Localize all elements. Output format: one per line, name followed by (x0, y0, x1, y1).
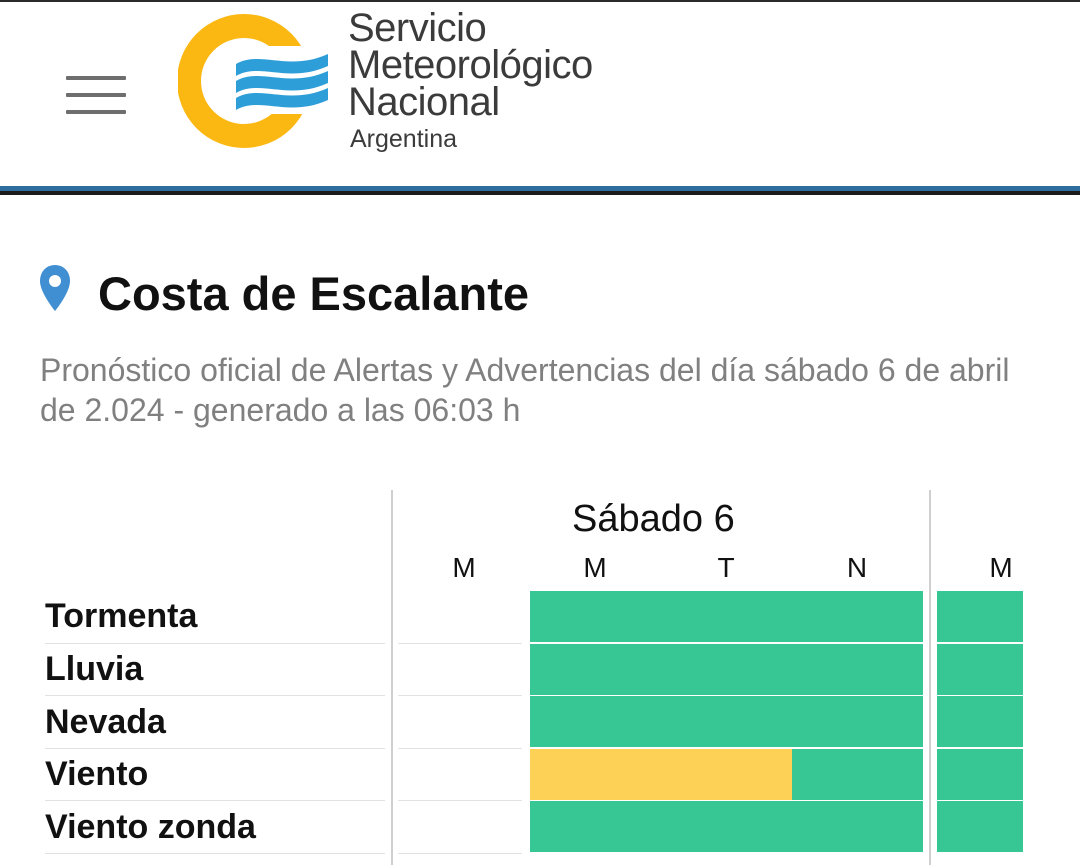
alert-cell-green[interactable] (530, 801, 923, 852)
top-border (0, 0, 1080, 2)
alert-cell-yellow[interactable] (530, 749, 792, 800)
alert-cell-green[interactable] (530, 696, 923, 747)
row-label-nevada: Nevada (45, 703, 166, 741)
alert-cell-green[interactable] (530, 591, 923, 642)
row-divider (398, 695, 522, 696)
period-label: M (989, 552, 1013, 583)
row-divider (45, 853, 385, 854)
alert-cell-green[interactable] (792, 749, 923, 800)
location-pin-icon (40, 265, 70, 311)
row-divider (45, 748, 385, 749)
alert-cell-green[interactable] (937, 801, 1023, 852)
alert-cell-green[interactable] (530, 644, 923, 695)
row-label-lluvia: Lluvia (45, 650, 144, 688)
logo-line-2: Meteorológico (348, 43, 593, 87)
hamburger-menu-icon[interactable] (66, 76, 126, 118)
header-divider-dark (0, 191, 1080, 195)
day-header: Sábado 6 (572, 498, 735, 540)
row-divider (398, 748, 522, 749)
row-divider (45, 695, 385, 696)
alert-cell-green[interactable] (937, 749, 1023, 800)
row-label-viento-zonda: Viento zonda (45, 808, 256, 846)
row-divider (398, 853, 522, 854)
period-label: M (452, 552, 476, 583)
period-label: M (583, 552, 607, 583)
location-title: Costa de Escalante (98, 267, 530, 320)
period-label: T (717, 552, 735, 583)
period-label: N (846, 552, 868, 583)
logo-text: Servicio Meteorológico Nacional Argentin… (348, 6, 593, 153)
header-divider-blue (0, 186, 1080, 191)
logo-line-3: Nacional (348, 80, 500, 124)
row-label-viento: Viento (45, 755, 149, 793)
row-divider (45, 800, 385, 801)
alert-cell-green[interactable] (937, 696, 1023, 747)
smn-sun-flag-logo (178, 14, 338, 148)
row-divider (398, 800, 522, 801)
row-divider (45, 643, 385, 644)
site-header: Servicio Meteorológico Nacional Argentin… (0, 2, 1080, 186)
alert-cell-green[interactable] (937, 644, 1023, 695)
alert-cell-green[interactable] (937, 591, 1023, 642)
logo-line-1: Servicio (348, 6, 487, 50)
smn-logo[interactable]: Servicio Meteorológico Nacional Argentin… (178, 8, 658, 158)
logo-country: Argentina (350, 125, 458, 153)
row-divider (398, 643, 522, 644)
table-divider-day (929, 490, 931, 865)
row-label-tormenta: Tormenta (45, 597, 198, 635)
forecast-subtitle: Pronóstico oficial de Alertas y Adverten… (40, 352, 1010, 428)
table-divider-left (391, 490, 393, 865)
